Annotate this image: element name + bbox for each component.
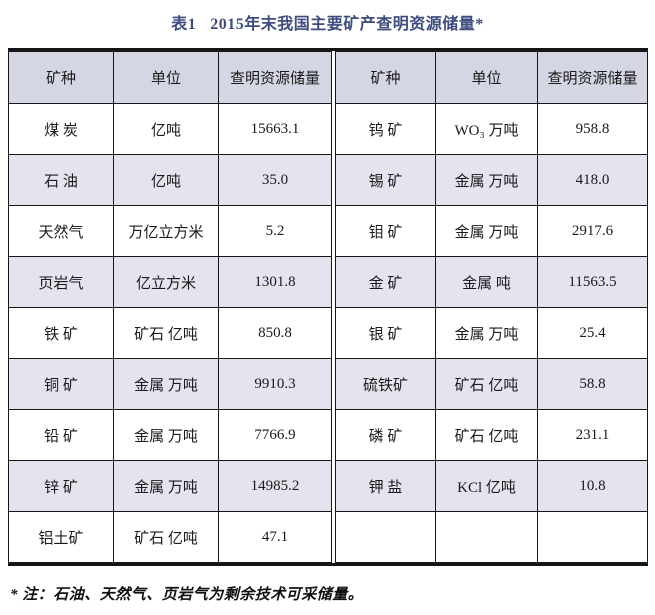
- value-cell: 10.8: [537, 460, 648, 512]
- mineral-cell: 银 矿: [335, 307, 436, 359]
- col-header-unit-left: 单位: [113, 51, 219, 104]
- col-header-mineral-left: 矿种: [8, 51, 114, 104]
- value-cell: 850.8: [218, 307, 332, 359]
- mineral-cell: 金 矿: [335, 256, 436, 308]
- table-row: 锌 矿 金属 万吨 14985.2: [8, 460, 332, 512]
- value-cell: 14985.2: [218, 460, 332, 512]
- mineral-cell: 钨 矿: [335, 103, 436, 155]
- unit-cell: 金属 万吨: [113, 358, 219, 410]
- value-cell: 58.8: [537, 358, 648, 410]
- value-cell: 47.1: [218, 511, 332, 563]
- mineral-cell: 铁 矿: [8, 307, 114, 359]
- mineral-cell: 铅 矿: [8, 409, 114, 461]
- value-cell: 7766.9: [218, 409, 332, 461]
- mineral-cell: 锌 矿: [8, 460, 114, 512]
- mineral-cell: 天然气: [8, 205, 114, 257]
- table-row: 钼 矿 金属 万吨 2917.6: [335, 205, 648, 257]
- table-row: 铜 矿 金属 万吨 9910.3: [8, 358, 332, 410]
- unit-cell: 矿石 亿吨: [435, 409, 538, 461]
- unit-cell: 矿石 亿吨: [113, 511, 219, 563]
- table-row: 煤 炭 亿吨 15663.1: [8, 103, 332, 155]
- table-row: 银 矿 金属 万吨 25.4: [335, 307, 648, 359]
- value-cell: 11563.5: [537, 256, 648, 308]
- table-row: 钨 矿 WO₃ 万吨 958.8: [335, 103, 648, 155]
- mineral-cell: 磷 矿: [335, 409, 436, 461]
- unit-cell: KCl 亿吨: [435, 460, 538, 512]
- unit-cell: 金属 吨: [435, 256, 538, 308]
- reserves-table-right: 矿种 单位 查明资源储量 钨 矿 WO₃ 万吨 958.8 锡 矿 金属 万吨 …: [335, 51, 648, 563]
- value-cell: 1301.8: [218, 256, 332, 308]
- header-row-left: 矿种 单位 查明资源储量: [8, 51, 332, 104]
- value-cell: 35.0: [218, 154, 332, 206]
- reserves-table-left: 矿种 单位 查明资源储量 煤 炭 亿吨 15663.1 石 油 亿吨 35.0 …: [8, 51, 332, 563]
- table-row: 硫铁矿 矿石 亿吨 58.8: [335, 358, 648, 410]
- table-row: 铅 矿 金属 万吨 7766.9: [8, 409, 332, 461]
- table-row: 磷 矿 矿石 亿吨 231.1: [335, 409, 648, 461]
- table-row: 天然气 万亿立方米 5.2: [8, 205, 332, 257]
- unit-cell: 金属 万吨: [435, 307, 538, 359]
- unit-cell: 金属 万吨: [113, 460, 219, 512]
- unit-cell: 金属 万吨: [435, 154, 538, 206]
- value-cell: 9910.3: [218, 358, 332, 410]
- footnote: * 注：石油、天然气、页岩气为剩余技术可采储量。: [10, 587, 364, 603]
- unit-cell: 矿石 亿吨: [435, 358, 538, 410]
- table-title: 表1 2015年末我国主要矿产查明资源储量*: [0, 0, 655, 34]
- col-header-reserves-left: 查明资源储量: [218, 51, 332, 104]
- value-cell: [537, 511, 648, 563]
- unit-cell: 万亿立方米: [113, 205, 219, 257]
- unit-cell: 亿吨: [113, 103, 219, 155]
- unit-cell: 亿立方米: [113, 256, 219, 308]
- value-cell: 958.8: [537, 103, 648, 155]
- table-row: 页岩气 亿立方米 1301.8: [8, 256, 332, 308]
- table-title-text: 2015年末我国主要矿产查明资源储量*: [210, 16, 484, 33]
- table-row: 铝土矿 矿石 亿吨 47.1: [8, 511, 332, 563]
- unit-cell: 亿吨: [113, 154, 219, 206]
- header-row-right: 矿种 单位 查明资源储量: [335, 51, 648, 104]
- mineral-cell: 铜 矿: [8, 358, 114, 410]
- table-divider: [332, 51, 335, 563]
- mineral-reserves-table: 矿种 单位 查明资源储量 煤 炭 亿吨 15663.1 石 油 亿吨 35.0 …: [8, 48, 648, 566]
- table-row: [335, 511, 648, 563]
- value-cell: 5.2: [218, 205, 332, 257]
- col-header-mineral-right: 矿种: [335, 51, 436, 104]
- mineral-cell: 煤 炭: [8, 103, 114, 155]
- col-header-unit-right: 单位: [435, 51, 538, 104]
- value-cell: 15663.1: [218, 103, 332, 155]
- mineral-cell: 铝土矿: [8, 511, 114, 563]
- value-cell: 25.4: [537, 307, 648, 359]
- mineral-cell: 硫铁矿: [335, 358, 436, 410]
- table-row: 金 矿 金属 吨 11563.5: [335, 256, 648, 308]
- value-cell: 231.1: [537, 409, 648, 461]
- table-row: 锡 矿 金属 万吨 418.0: [335, 154, 648, 206]
- mineral-cell: 锡 矿: [335, 154, 436, 206]
- value-cell: 2917.6: [537, 205, 648, 257]
- unit-cell: WO₃ 万吨: [435, 103, 538, 155]
- mineral-cell: [335, 511, 436, 563]
- value-cell: 418.0: [537, 154, 648, 206]
- mineral-cell: 钼 矿: [335, 205, 436, 257]
- table-title-label: 表1: [171, 16, 197, 33]
- mineral-cell: 石 油: [8, 154, 114, 206]
- mineral-cell: 页岩气: [8, 256, 114, 308]
- table-row: 石 油 亿吨 35.0: [8, 154, 332, 206]
- table-row: 铁 矿 矿石 亿吨 850.8: [8, 307, 332, 359]
- table-row: 钾 盐 KCl 亿吨 10.8: [335, 460, 648, 512]
- unit-cell: 矿石 亿吨: [113, 307, 219, 359]
- unit-cell: [435, 511, 538, 563]
- unit-cell: 金属 万吨: [435, 205, 538, 257]
- col-header-reserves-right: 查明资源储量: [537, 51, 648, 104]
- mineral-cell: 钾 盐: [335, 460, 436, 512]
- unit-cell: 金属 万吨: [113, 409, 219, 461]
